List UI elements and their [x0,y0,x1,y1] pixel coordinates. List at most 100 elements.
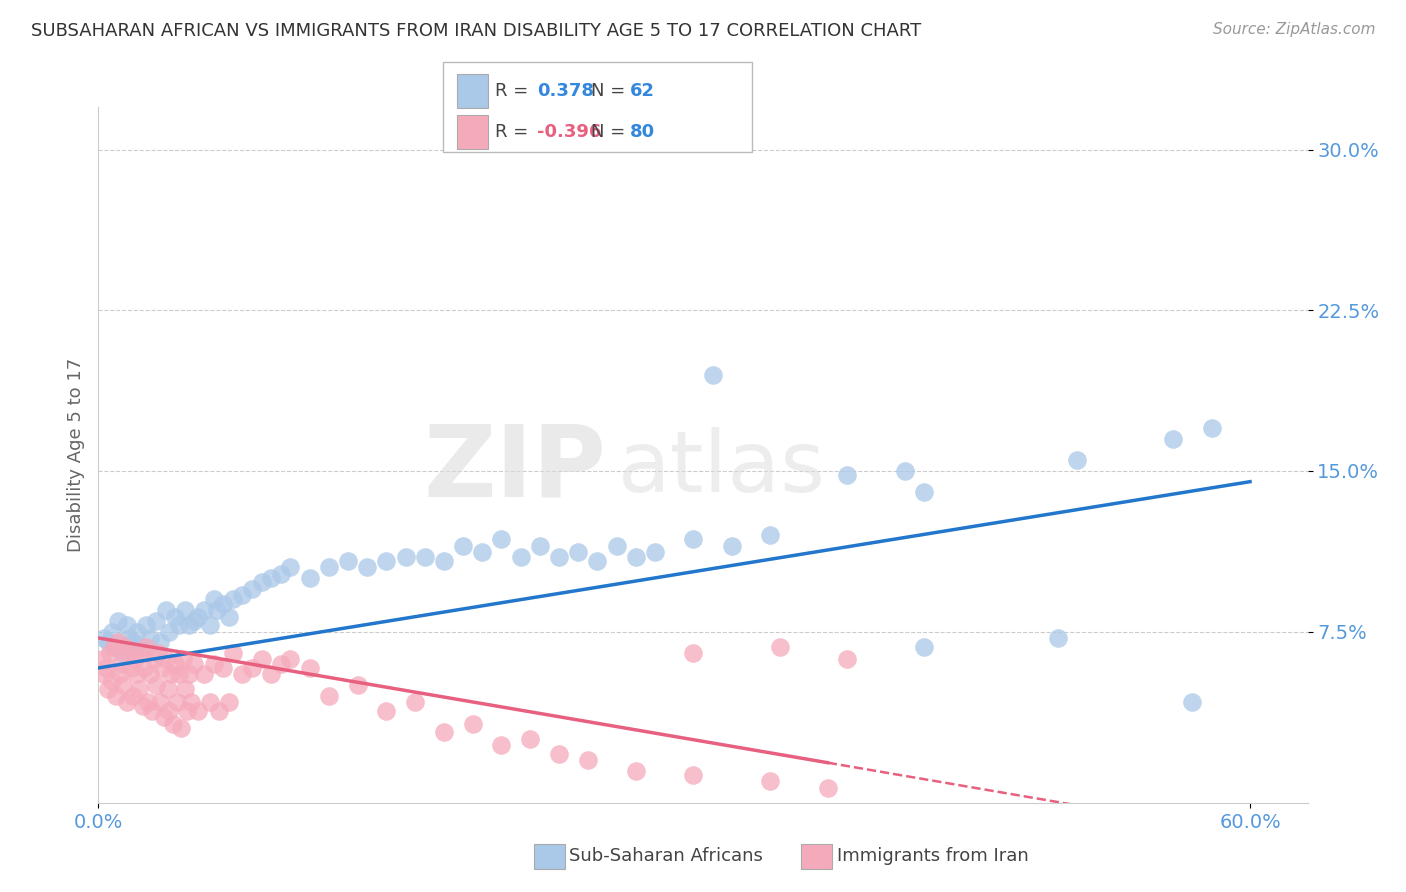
Point [107,614,129,628]
Point [103,640,125,654]
Point [336,554,359,568]
Point [912,485,935,500]
Point [156,682,179,697]
Point [173,682,195,697]
Text: ZIP: ZIP [423,420,606,517]
Point [131,699,153,714]
Point [177,667,200,681]
Point [222,592,245,607]
Point [356,560,378,574]
Point [124,652,146,666]
Point [122,635,145,649]
Point [145,678,167,692]
Point [152,710,174,724]
Point [218,609,240,624]
Point [576,753,599,767]
Point [212,661,235,675]
Point [212,597,235,611]
Point [177,618,200,632]
Point [1181,695,1204,709]
Point [222,646,245,660]
Point [567,545,589,559]
Point [91,652,114,666]
Point [835,652,858,666]
Text: SUBSAHARAN AFRICAN VS IMMIGRANTS FROM IRAN DISABILITY AGE 5 TO 17 CORRELATION CH: SUBSAHARAN AFRICAN VS IMMIGRANTS FROM IR… [31,22,921,40]
Point [912,640,935,654]
Point [491,533,513,547]
Point [318,560,340,574]
Point [107,635,129,649]
Point [134,661,156,675]
Point [115,618,138,632]
Point [231,667,253,681]
Point [586,554,609,568]
Point [97,682,120,697]
Text: 80: 80 [630,123,655,141]
Point [835,468,858,483]
Point [1161,432,1184,446]
Point [298,571,321,585]
Point [207,603,229,617]
Point [231,588,253,602]
Point [413,549,436,564]
Point [461,716,484,731]
Point [104,689,127,703]
Point [624,549,647,564]
Text: Immigrants from Iran: Immigrants from Iran [837,847,1028,865]
Text: R =: R = [495,123,534,141]
Point [260,571,283,585]
Point [98,646,121,660]
Point [218,695,240,709]
Point [159,704,181,718]
Point [682,768,704,782]
Point [183,614,205,628]
Point [94,661,117,675]
Point [139,667,162,681]
Point [433,554,456,568]
Point [114,640,136,654]
Point [159,624,181,639]
Point [172,652,194,666]
Point [125,667,148,681]
Point [155,603,177,617]
Text: R =: R = [495,82,534,100]
Point [122,689,145,703]
Point [129,646,152,660]
Point [509,549,531,564]
Point [394,549,416,564]
Point [93,667,115,681]
Point [187,704,209,718]
Point [135,618,157,632]
Point [318,689,340,703]
Point [149,635,172,649]
Point [101,673,124,688]
Point [375,704,398,718]
Point [404,695,426,709]
Point [143,652,166,666]
Point [606,539,628,553]
Point [103,640,125,654]
Point [250,575,273,590]
Point [173,603,195,617]
Point [160,667,183,681]
Point [1066,453,1088,467]
Point [270,566,292,581]
Point [280,652,302,666]
Point [346,678,368,692]
Point [128,682,150,697]
Point [208,704,231,718]
Point [170,721,193,735]
Point [250,652,273,666]
Point [97,635,120,649]
Point [202,657,225,671]
Point [125,624,148,639]
Text: 62: 62 [630,82,655,100]
Point [893,464,915,478]
Point [198,618,221,632]
Point [298,661,321,675]
Point [240,582,263,596]
Point [110,640,132,654]
Point [280,560,302,574]
Point [112,678,135,692]
Point [120,661,142,675]
